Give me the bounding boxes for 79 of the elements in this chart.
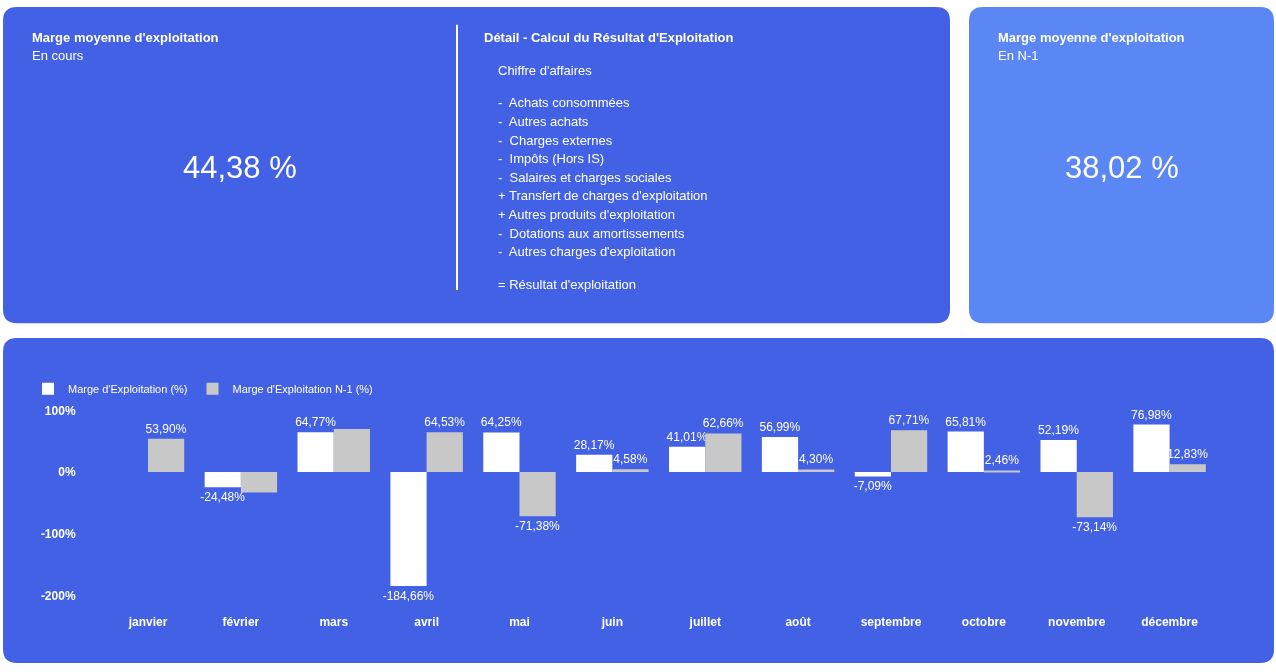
bar <box>519 472 556 517</box>
bar <box>297 432 334 473</box>
bar <box>576 454 613 473</box>
y-tick-label: -200% <box>40 588 76 603</box>
y-tick-label: 100% <box>44 403 76 418</box>
data-label: 28,17% <box>573 437 615 452</box>
text: - Autres achats <box>498 114 589 129</box>
bar <box>333 428 370 473</box>
data-label: 56,99% <box>759 419 801 434</box>
bar <box>612 469 649 473</box>
x-tick-label: février <box>222 615 260 630</box>
x-tick-label: mars <box>319 615 349 630</box>
y-tick-label: -100% <box>40 526 76 541</box>
bar <box>798 469 835 473</box>
bar <box>983 470 1021 473</box>
data-label: -73,14% <box>1072 520 1118 535</box>
text: - Autres charges d'exploitation <box>498 244 676 259</box>
x-tick-label: juin <box>600 615 624 630</box>
data-label: 65,81% <box>945 414 987 429</box>
data-label: -71,38% <box>515 519 561 534</box>
data-label: 52,19% <box>1038 422 1080 437</box>
data-label: 64,77% <box>295 415 337 430</box>
bar <box>1040 439 1077 473</box>
text: + Autres produits d'exploitation <box>498 207 676 222</box>
text: - Dotations aux amortissements <box>498 226 685 241</box>
bar <box>1133 424 1170 473</box>
text: Détail - Calcul du Résultat d'Exploitation <box>484 30 734 45</box>
data-label: 41,01% <box>666 429 708 444</box>
data-label: 67,71% <box>888 413 930 428</box>
x-tick-label: juillet <box>688 615 721 630</box>
text: - Impôts (Hors IS) <box>498 151 605 166</box>
bar <box>390 472 427 587</box>
data-label: 64,53% <box>424 415 466 430</box>
text: - Salaires et charges sociales <box>498 170 672 185</box>
bar <box>669 446 706 473</box>
y-tick-label: 0% <box>58 465 76 480</box>
x-tick-label: septembre <box>860 615 922 630</box>
text: 44,38 % <box>183 150 297 185</box>
legend-label: Marge d'Exploitation N-1 (%) <box>232 382 373 395</box>
text: Chiffre d'affaires <box>498 63 593 78</box>
x-tick-label: novembre <box>1048 615 1106 630</box>
text: - Achats consommées <box>498 95 630 110</box>
bar <box>1169 464 1206 473</box>
data-label: 4,30% <box>799 452 834 467</box>
bar <box>1076 472 1113 518</box>
text: + Transfert de charges d'exploitation <box>498 188 708 203</box>
data-label: 2,46% <box>984 453 1020 468</box>
text: En N-1 <box>998 48 1039 63</box>
data-label: 53,90% <box>145 421 187 436</box>
x-tick-label: mai <box>509 615 530 630</box>
bar <box>426 432 463 473</box>
data-label: -24,48% <box>200 490 246 505</box>
text: = Résultat d'exploitation <box>498 277 636 292</box>
bar <box>240 472 278 493</box>
bar <box>483 432 520 473</box>
legend-label: Marge d'Exploitation (%) <box>68 382 188 395</box>
x-tick-label: avril <box>414 615 439 630</box>
data-label: 64,25% <box>480 415 522 430</box>
bar <box>947 431 984 473</box>
text: Marge moyenne d'exploitation <box>998 30 1185 45</box>
text: 38,02 % <box>1065 150 1179 185</box>
x-tick-label: octobre <box>961 615 1007 630</box>
x-tick-label: décembre <box>1141 615 1199 630</box>
bar <box>890 430 928 473</box>
text: En cours <box>32 48 84 63</box>
bar <box>761 436 799 473</box>
text: Marge moyenne d'exploitation <box>32 30 219 45</box>
bar <box>705 433 742 473</box>
bar <box>204 472 241 488</box>
data-label: -7,09% <box>853 479 893 494</box>
text: - Charges externes <box>498 133 613 148</box>
data-label: 76,98% <box>1130 407 1172 422</box>
data-label: 62,66% <box>702 416 744 431</box>
data-label: 4,58% <box>613 452 648 467</box>
bar <box>148 438 185 473</box>
x-tick-label: août <box>785 615 811 630</box>
x-tick-label: janvier <box>127 615 168 630</box>
data-label: -184,66% <box>382 589 435 604</box>
bar <box>854 472 891 477</box>
